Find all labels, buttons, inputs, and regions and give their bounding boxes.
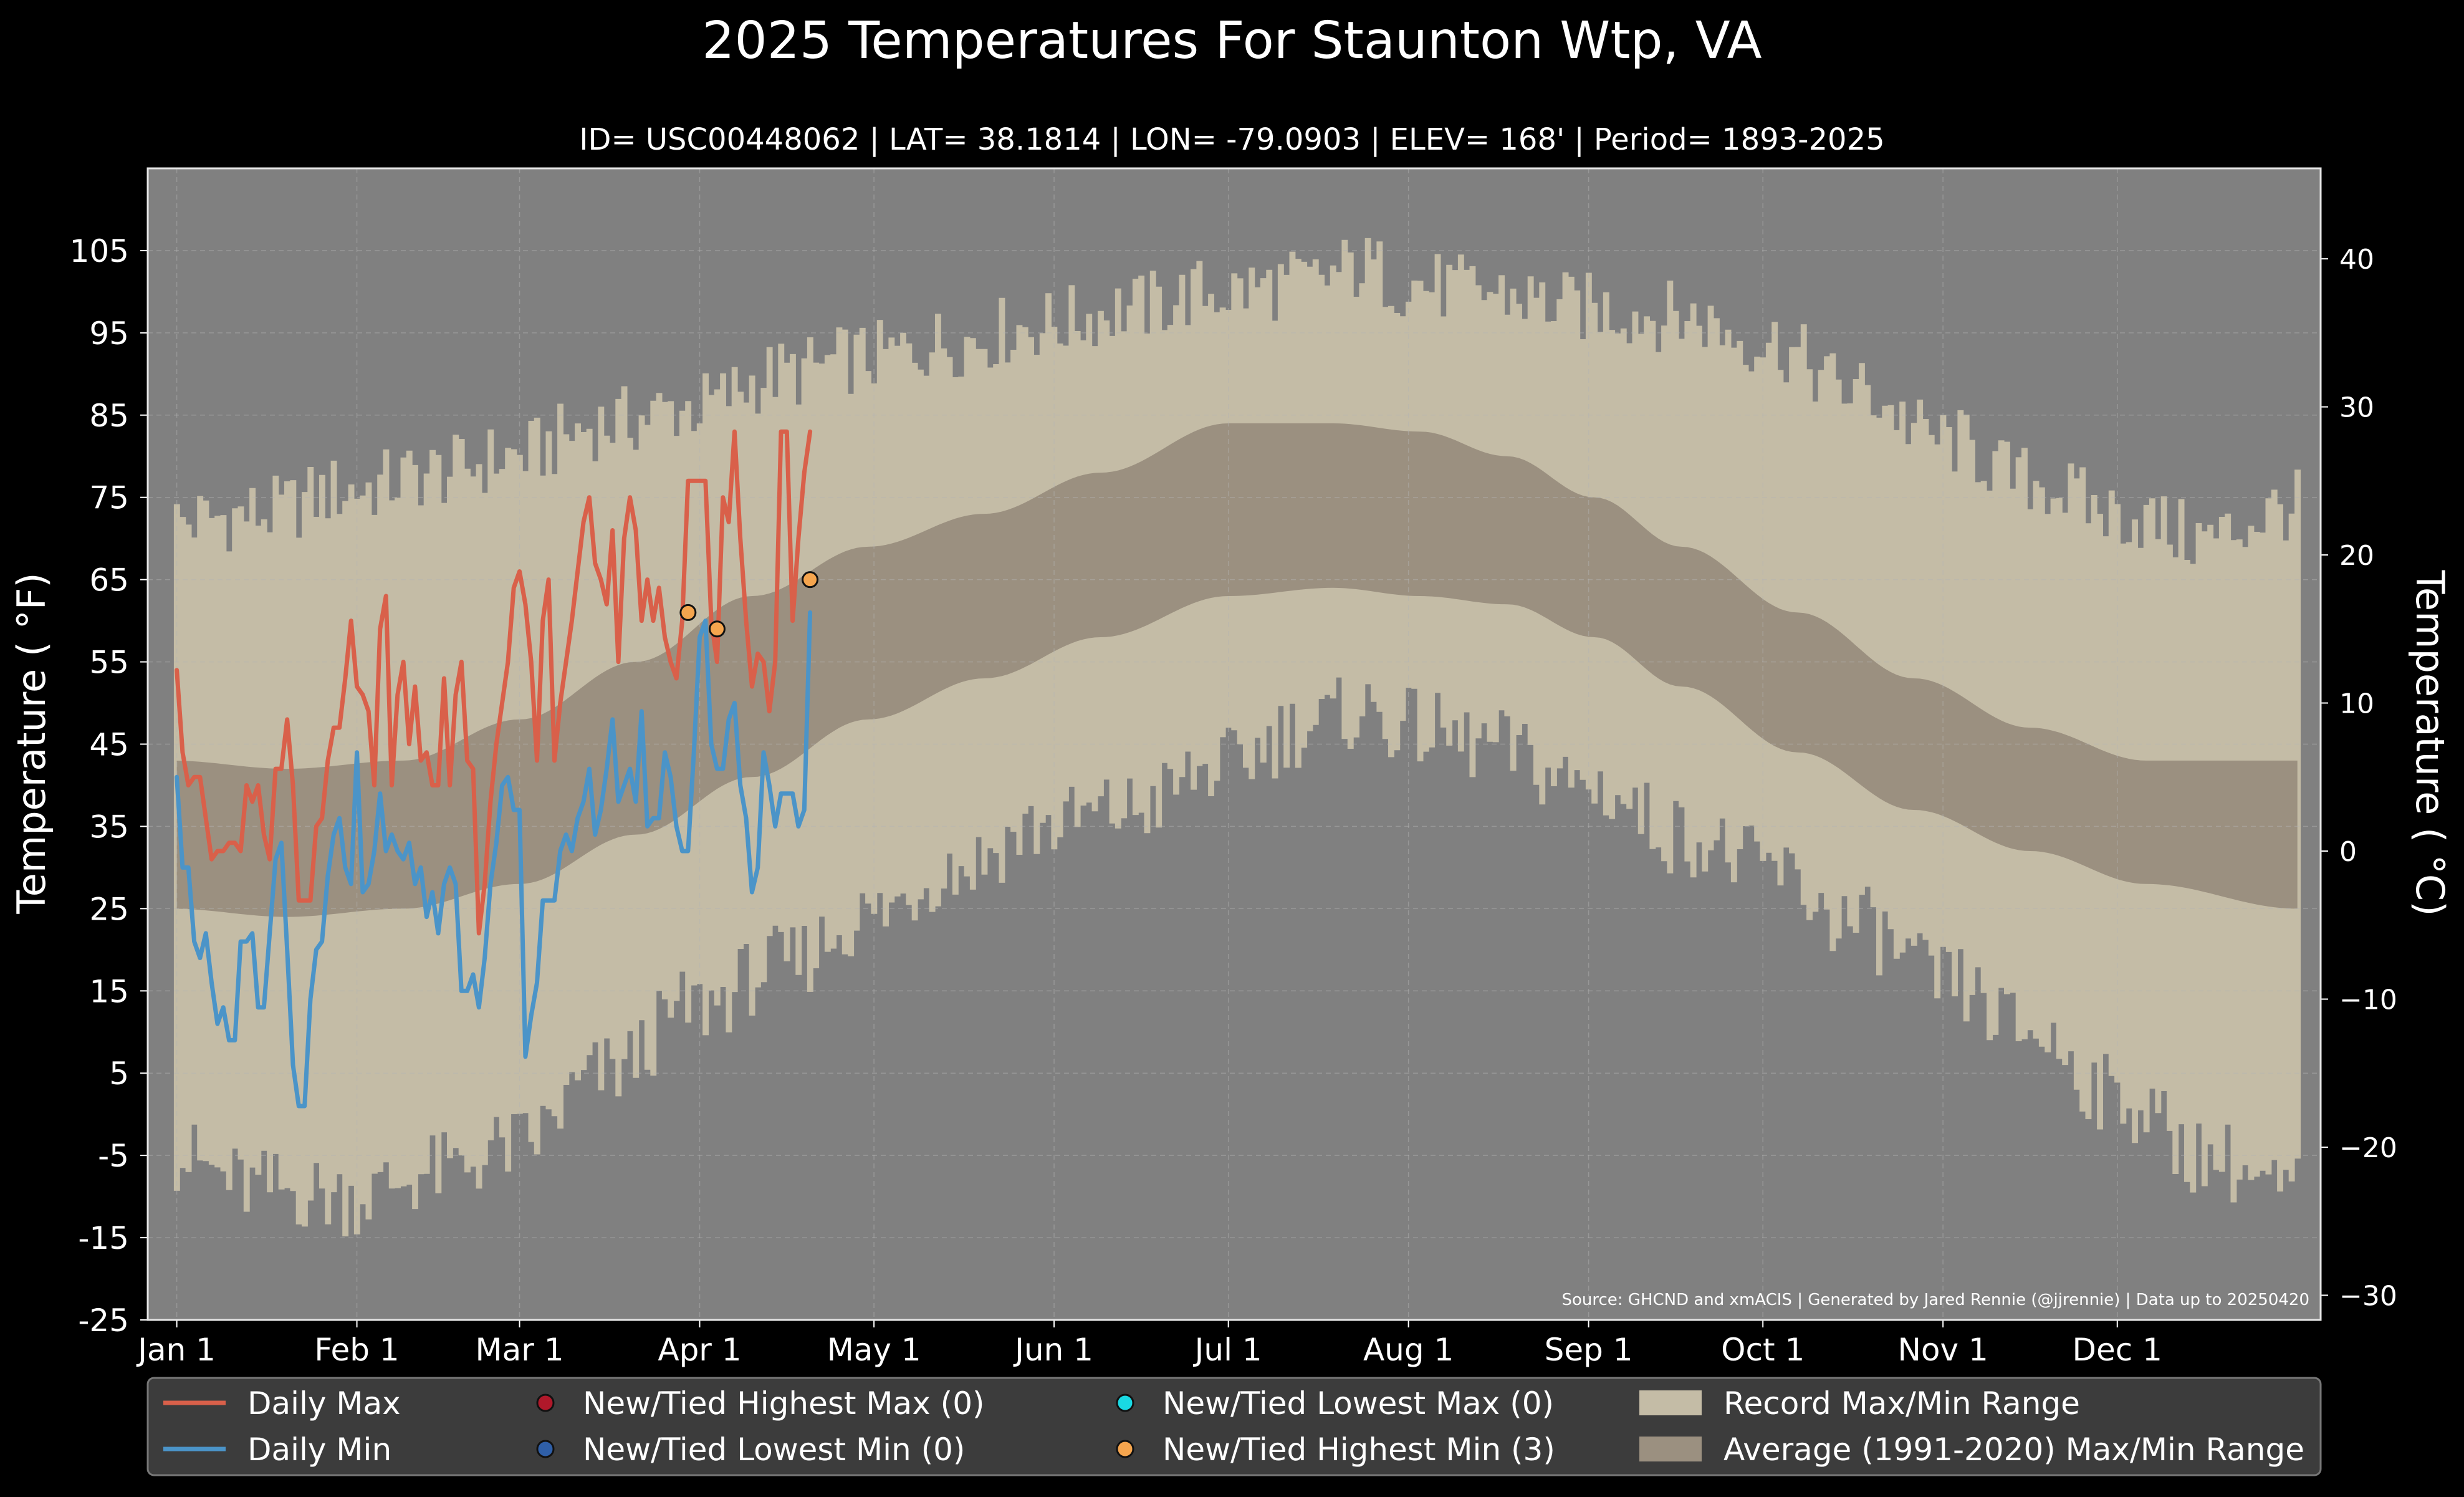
y-tick-label: 5: [109, 1056, 129, 1092]
legend-label: New/Tied Lowest Max (0): [1162, 1385, 1554, 1422]
plot-area: -25 -15 -5 5 15 25 35 45 55 65 75 85 95 105 Jan 1 Feb 1…: [70, 167, 2397, 1368]
highest-min-record-point: [679, 604, 697, 621]
legend-label: New/Tied Highest Max (0): [583, 1385, 985, 1422]
y-tick-label: -5: [98, 1138, 129, 1174]
x-tick-label: Feb 1: [314, 1332, 399, 1368]
y2-tick-label: 20: [2339, 540, 2374, 572]
y-tick-label: 45: [89, 727, 129, 763]
y-tick-label: -15: [78, 1220, 129, 1256]
y-tick-label: 105: [70, 233, 129, 269]
source-note: Source: GHCND and xmACIS | Generated by …: [1561, 1291, 2309, 1309]
y-tick-label: 25: [89, 891, 129, 927]
legend-label: Daily Max: [247, 1385, 401, 1422]
legend-patch-swatch: [1639, 1390, 1702, 1415]
y-tick-label: 65: [89, 562, 129, 599]
daily-min-line: [175, 610, 813, 1109]
y-tick-label: 75: [89, 480, 129, 516]
y-tick-label: 85: [89, 398, 129, 434]
y2-tick-label: 0: [2339, 836, 2357, 868]
y2-axis-label: Temperature ( °C): [2407, 570, 2453, 917]
highest-min-record-point: [802, 571, 819, 589]
x-tick-label: Jan 1: [136, 1332, 216, 1368]
y-tick-label: 35: [89, 809, 129, 845]
daily-max-line: [175, 429, 813, 936]
chart-title: 2025 Temperatures For Staunton Wtp, VA: [702, 11, 1762, 70]
legend: Daily Max Daily Min New/Tied Highest Max (…: [146, 1377, 2322, 1476]
x-tick-label: Mar 1: [476, 1332, 564, 1368]
highest-min-record-point: [708, 620, 726, 638]
legend-marker-swatch: [1116, 1440, 1134, 1458]
y2-tick-label: −30: [2339, 1280, 2397, 1312]
legend-marker-swatch: [1116, 1394, 1134, 1412]
y-axis-label: Temperature ( °F): [9, 572, 54, 914]
y-tick-label: 55: [89, 645, 129, 681]
x-tick-label: Apr 1: [658, 1332, 741, 1368]
x-tick-label: Dec 1: [2073, 1332, 2162, 1368]
y2-tick-label: 30: [2339, 392, 2374, 424]
x-tick-label: Oct 1: [1721, 1332, 1805, 1368]
chart-subtitle: ID= USC00448062 | LAT= 38.1814 | LON= -7…: [579, 122, 1885, 157]
legend-marker-swatch: [536, 1394, 555, 1412]
y-tick-label: 95: [89, 315, 129, 352]
legend-label: New/Tied Lowest Min (0): [583, 1432, 965, 1468]
x-tick-label: May 1: [827, 1332, 921, 1368]
average-range-band: [176, 423, 2298, 917]
x-tick-label: Nov 1: [1897, 1332, 1988, 1368]
legend-label: Average (1991-2020) Max/Min Range: [1723, 1432, 2304, 1468]
x-tick-label: Jul 1: [1193, 1332, 1262, 1368]
y2-tick-label: −10: [2339, 984, 2397, 1016]
legend-label: Daily Min: [247, 1432, 391, 1468]
y2-tick-label: −20: [2339, 1132, 2397, 1164]
x-tick-label: Jun 1: [1013, 1332, 1093, 1368]
legend-box: [146, 1377, 2322, 1476]
y2-tick-label: 40: [2339, 244, 2374, 276]
x-tick-label: Aug 1: [1363, 1332, 1454, 1368]
legend-marker-swatch: [536, 1440, 555, 1458]
x-tick-label: Sep 1: [1545, 1332, 1633, 1368]
y-tick-label: 15: [89, 973, 129, 1009]
legend-patch-swatch: [1639, 1437, 1702, 1461]
y-tick-label: -25: [78, 1302, 129, 1339]
legend-label: Record Max/Min Range: [1723, 1385, 2080, 1422]
legend-label: New/Tied Highest Min (3): [1162, 1432, 1555, 1468]
plot-frame: [146, 167, 2322, 1321]
y2-tick-label: 10: [2339, 688, 2374, 720]
